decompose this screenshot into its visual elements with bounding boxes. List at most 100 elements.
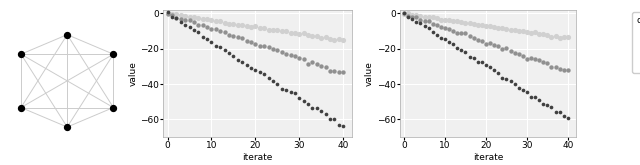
Point <box>237 23 247 26</box>
Point <box>211 28 221 31</box>
Point <box>526 31 536 34</box>
Point <box>432 17 442 20</box>
Point <box>448 30 458 32</box>
Point <box>559 114 569 117</box>
Point <box>272 83 282 85</box>
Point <box>259 72 269 75</box>
Point <box>281 53 291 56</box>
Point <box>563 69 573 71</box>
Point <box>163 12 173 15</box>
Point <box>436 36 446 39</box>
Point <box>465 21 475 24</box>
Point <box>412 20 422 23</box>
Point <box>237 61 247 63</box>
Point <box>448 42 458 45</box>
Point <box>465 56 475 58</box>
Point <box>312 107 322 110</box>
Point <box>172 16 182 19</box>
Point <box>281 88 291 91</box>
Point <box>206 41 216 43</box>
Point <box>62 33 72 36</box>
Point <box>290 32 300 34</box>
Point <box>526 56 536 59</box>
Point <box>412 16 422 19</box>
Point <box>316 110 326 113</box>
Point <box>290 54 300 57</box>
Point <box>477 24 487 26</box>
Point <box>554 111 564 114</box>
Point <box>307 35 317 37</box>
Point <box>215 46 225 48</box>
Point <box>407 13 417 16</box>
Point <box>211 20 221 22</box>
Point <box>325 117 335 120</box>
Point <box>493 44 503 47</box>
Point <box>338 71 348 73</box>
Point <box>198 18 208 20</box>
Point <box>325 69 335 72</box>
Point <box>534 32 544 35</box>
Point <box>276 51 287 53</box>
Point <box>294 57 305 60</box>
Point <box>403 16 413 18</box>
Point <box>307 107 317 109</box>
Point <box>456 21 467 23</box>
Point <box>206 19 216 22</box>
Point <box>189 15 199 18</box>
Point <box>264 45 274 48</box>
Point <box>276 88 287 90</box>
Point <box>538 102 548 105</box>
Point <box>489 69 499 71</box>
Point <box>241 63 252 66</box>
Point <box>493 26 503 29</box>
Point <box>246 67 256 69</box>
Point <box>163 11 173 14</box>
Point <box>522 31 532 34</box>
Point <box>285 54 296 56</box>
Point <box>290 91 300 94</box>
Point <box>255 71 265 74</box>
Point <box>477 40 487 42</box>
Point <box>237 37 247 39</box>
Point <box>513 53 524 56</box>
Point <box>559 36 569 38</box>
Point <box>215 20 225 23</box>
Point <box>424 15 434 18</box>
Point <box>333 38 344 41</box>
Point <box>220 49 230 51</box>
Point <box>440 38 450 41</box>
Point <box>294 33 305 35</box>
Point <box>468 56 479 59</box>
Point <box>202 18 212 20</box>
Point <box>321 113 331 116</box>
Point <box>530 31 540 33</box>
Point <box>436 25 446 28</box>
Point <box>436 19 446 22</box>
Point <box>180 15 190 17</box>
Point <box>412 13 422 16</box>
Point <box>180 18 190 21</box>
Point <box>538 33 548 35</box>
Point <box>493 72 503 75</box>
Point <box>444 18 454 21</box>
Point <box>299 32 309 34</box>
Point <box>220 22 230 24</box>
Point <box>246 26 256 28</box>
Point <box>432 34 442 36</box>
Point <box>526 95 536 98</box>
Point <box>255 26 265 29</box>
Point <box>444 27 454 30</box>
Point <box>522 57 532 60</box>
Point <box>62 126 72 128</box>
Point <box>198 24 208 26</box>
Point <box>233 23 243 26</box>
Point <box>202 26 212 29</box>
Point <box>264 28 274 31</box>
Point <box>167 13 177 16</box>
Point <box>550 35 561 38</box>
Point <box>255 45 265 47</box>
Point <box>108 106 118 109</box>
Point <box>424 27 434 30</box>
Point <box>184 16 195 18</box>
Point <box>460 31 470 34</box>
